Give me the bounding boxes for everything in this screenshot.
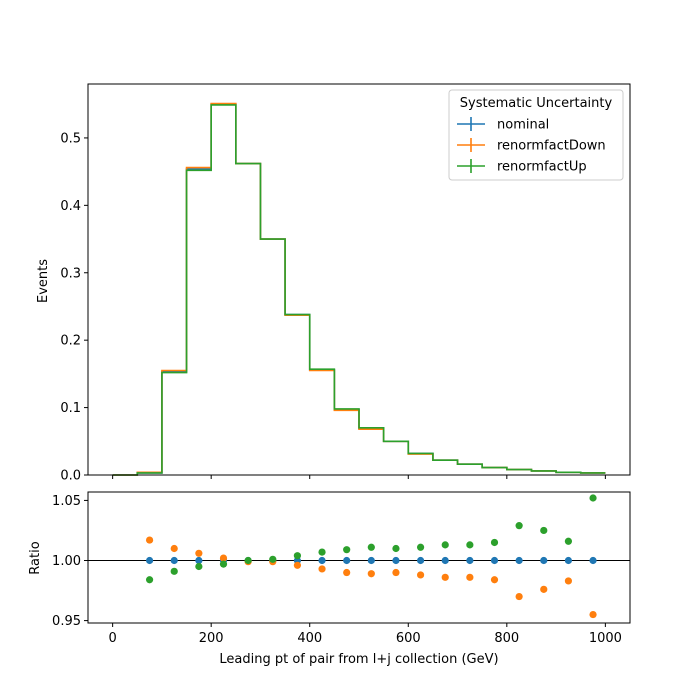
ratio-point-renormfactUp bbox=[367, 543, 375, 551]
ratio-point-nominal bbox=[441, 556, 449, 565]
y-axis-label-events: Events bbox=[36, 259, 51, 303]
x-tick-label: 800 bbox=[494, 631, 519, 646]
ratio-point-renormfactDown bbox=[515, 592, 523, 601]
legend-entry-renormfactDown: renormfactDown bbox=[457, 138, 606, 154]
ratio-point-renormfactUp bbox=[441, 541, 449, 549]
x-tick-label: 200 bbox=[199, 631, 224, 646]
ratio-point-renormfactDown bbox=[195, 549, 203, 557]
ratio-point-renormfactUp bbox=[416, 543, 425, 551]
ratio-point-renormfactDown bbox=[466, 573, 474, 581]
ratio-point-nominal bbox=[343, 556, 351, 565]
ratio-point-renormfactDown bbox=[367, 570, 375, 578]
ratio-point-renormfactDown bbox=[540, 585, 548, 593]
ratio-point-renormfactDown bbox=[392, 568, 400, 577]
ratio-point-renormfactDown bbox=[343, 568, 351, 577]
y-axis-label-ratio: Ratio bbox=[28, 541, 43, 574]
ratio-point-renormfactUp bbox=[343, 546, 351, 554]
ratio-point-renormfactDown bbox=[318, 565, 326, 573]
ratio-point-renormfactUp bbox=[244, 556, 252, 565]
ratio-point-renormfactUp bbox=[318, 548, 326, 556]
x-axis-label: Leading pt of pair from l+j collection (… bbox=[219, 652, 498, 667]
ratio-panel-frame bbox=[87, 491, 631, 624]
ratio-point-renormfactUp bbox=[490, 538, 499, 547]
legend-label: renormfactDown bbox=[497, 139, 606, 154]
ratio-point-renormfactUp bbox=[269, 555, 277, 563]
ratio-point-renormfactUp bbox=[145, 576, 154, 584]
ratio-point-nominal bbox=[367, 556, 375, 565]
ratio-point-renormfactUp bbox=[392, 544, 400, 553]
ratio-point-renormfactDown bbox=[490, 576, 499, 584]
x-tick-label: 1000 bbox=[589, 631, 622, 646]
ratio-point-nominal bbox=[145, 556, 154, 565]
legend-entry-renormfactUp: renormfactUp bbox=[457, 159, 587, 175]
ratio-point-renormfactDown bbox=[293, 561, 302, 569]
top-y-tick-label: 0.4 bbox=[60, 199, 81, 214]
ratio-point-renormfactUp bbox=[589, 494, 597, 502]
legend-label: renormfactUp bbox=[497, 160, 587, 175]
ratio-y-tick-label: 0.95 bbox=[52, 614, 81, 629]
ratio-point-renormfactDown bbox=[145, 536, 154, 544]
ratio-point-nominal bbox=[392, 556, 400, 565]
ratio-y-tick-label: 1.05 bbox=[52, 494, 81, 509]
ratio-point-renormfactUp bbox=[170, 567, 178, 575]
x-tick-label: 400 bbox=[297, 631, 322, 646]
ratio-y-tick-label: 1.00 bbox=[52, 554, 81, 569]
ratio-point-renormfactUp bbox=[540, 526, 548, 535]
ratio-point-renormfactUp bbox=[466, 541, 474, 549]
ratio-point-nominal bbox=[564, 556, 573, 565]
ratio-point-renormfactDown bbox=[564, 577, 573, 585]
ratio-point-nominal bbox=[540, 556, 548, 565]
ratio-point-nominal bbox=[515, 556, 523, 565]
x-tick-label: 0 bbox=[108, 631, 116, 646]
main-histogram-panel: 0.0 0.1 0.2 0.3 0.4 0.5 Events bbox=[36, 83, 631, 484]
top-y-tick-label: 0.1 bbox=[60, 401, 81, 416]
ratio-point-renormfactDown bbox=[416, 571, 425, 579]
ratio-point-nominal bbox=[318, 556, 326, 565]
top-y-tick-label: 0.3 bbox=[60, 266, 81, 281]
ratio-point-renormfactDown bbox=[441, 573, 449, 581]
ratio-point-nominal bbox=[466, 556, 474, 565]
ratio-point-renormfactUp bbox=[515, 522, 523, 530]
ratio-point-nominal bbox=[589, 556, 597, 565]
ratio-point-nominal bbox=[170, 556, 178, 565]
top-y-tick-label: 0.5 bbox=[60, 131, 81, 146]
ratio-point-nominal bbox=[195, 556, 203, 565]
main-panel-frame bbox=[87, 83, 631, 476]
ratio-point-renormfactUp bbox=[219, 560, 228, 568]
top-y-tick-label: 0.0 bbox=[60, 469, 81, 484]
ratio-point-renormfactDown bbox=[219, 554, 228, 562]
ratio-point-nominal bbox=[490, 556, 499, 565]
ratio-panel: 0 200 400 600 800 1000 0.95 1.00 1.05 Ratio Lea… bbox=[28, 491, 631, 667]
ratio-point-renormfactUp bbox=[195, 562, 203, 571]
top-y-tick-label: 0.2 bbox=[60, 334, 81, 349]
ratio-point-renormfactDown bbox=[170, 544, 178, 553]
ratio-point-renormfactUp bbox=[293, 552, 302, 560]
x-tick-label: 600 bbox=[396, 631, 421, 646]
legend-frame bbox=[448, 89, 624, 181]
legend-title: Systematic Uncertainty bbox=[460, 96, 613, 111]
ratio-point-renormfactUp bbox=[564, 537, 573, 545]
ratio-point-nominal bbox=[416, 556, 425, 565]
legend-entry-nominal: nominal bbox=[457, 117, 549, 133]
legend-label: nominal bbox=[497, 118, 549, 133]
ratio-point-renormfactDown bbox=[589, 610, 597, 619]
legend: Systematic Uncertainty nominal renormfact… bbox=[448, 89, 624, 181]
hist-line-renormfactUp bbox=[112, 104, 606, 476]
